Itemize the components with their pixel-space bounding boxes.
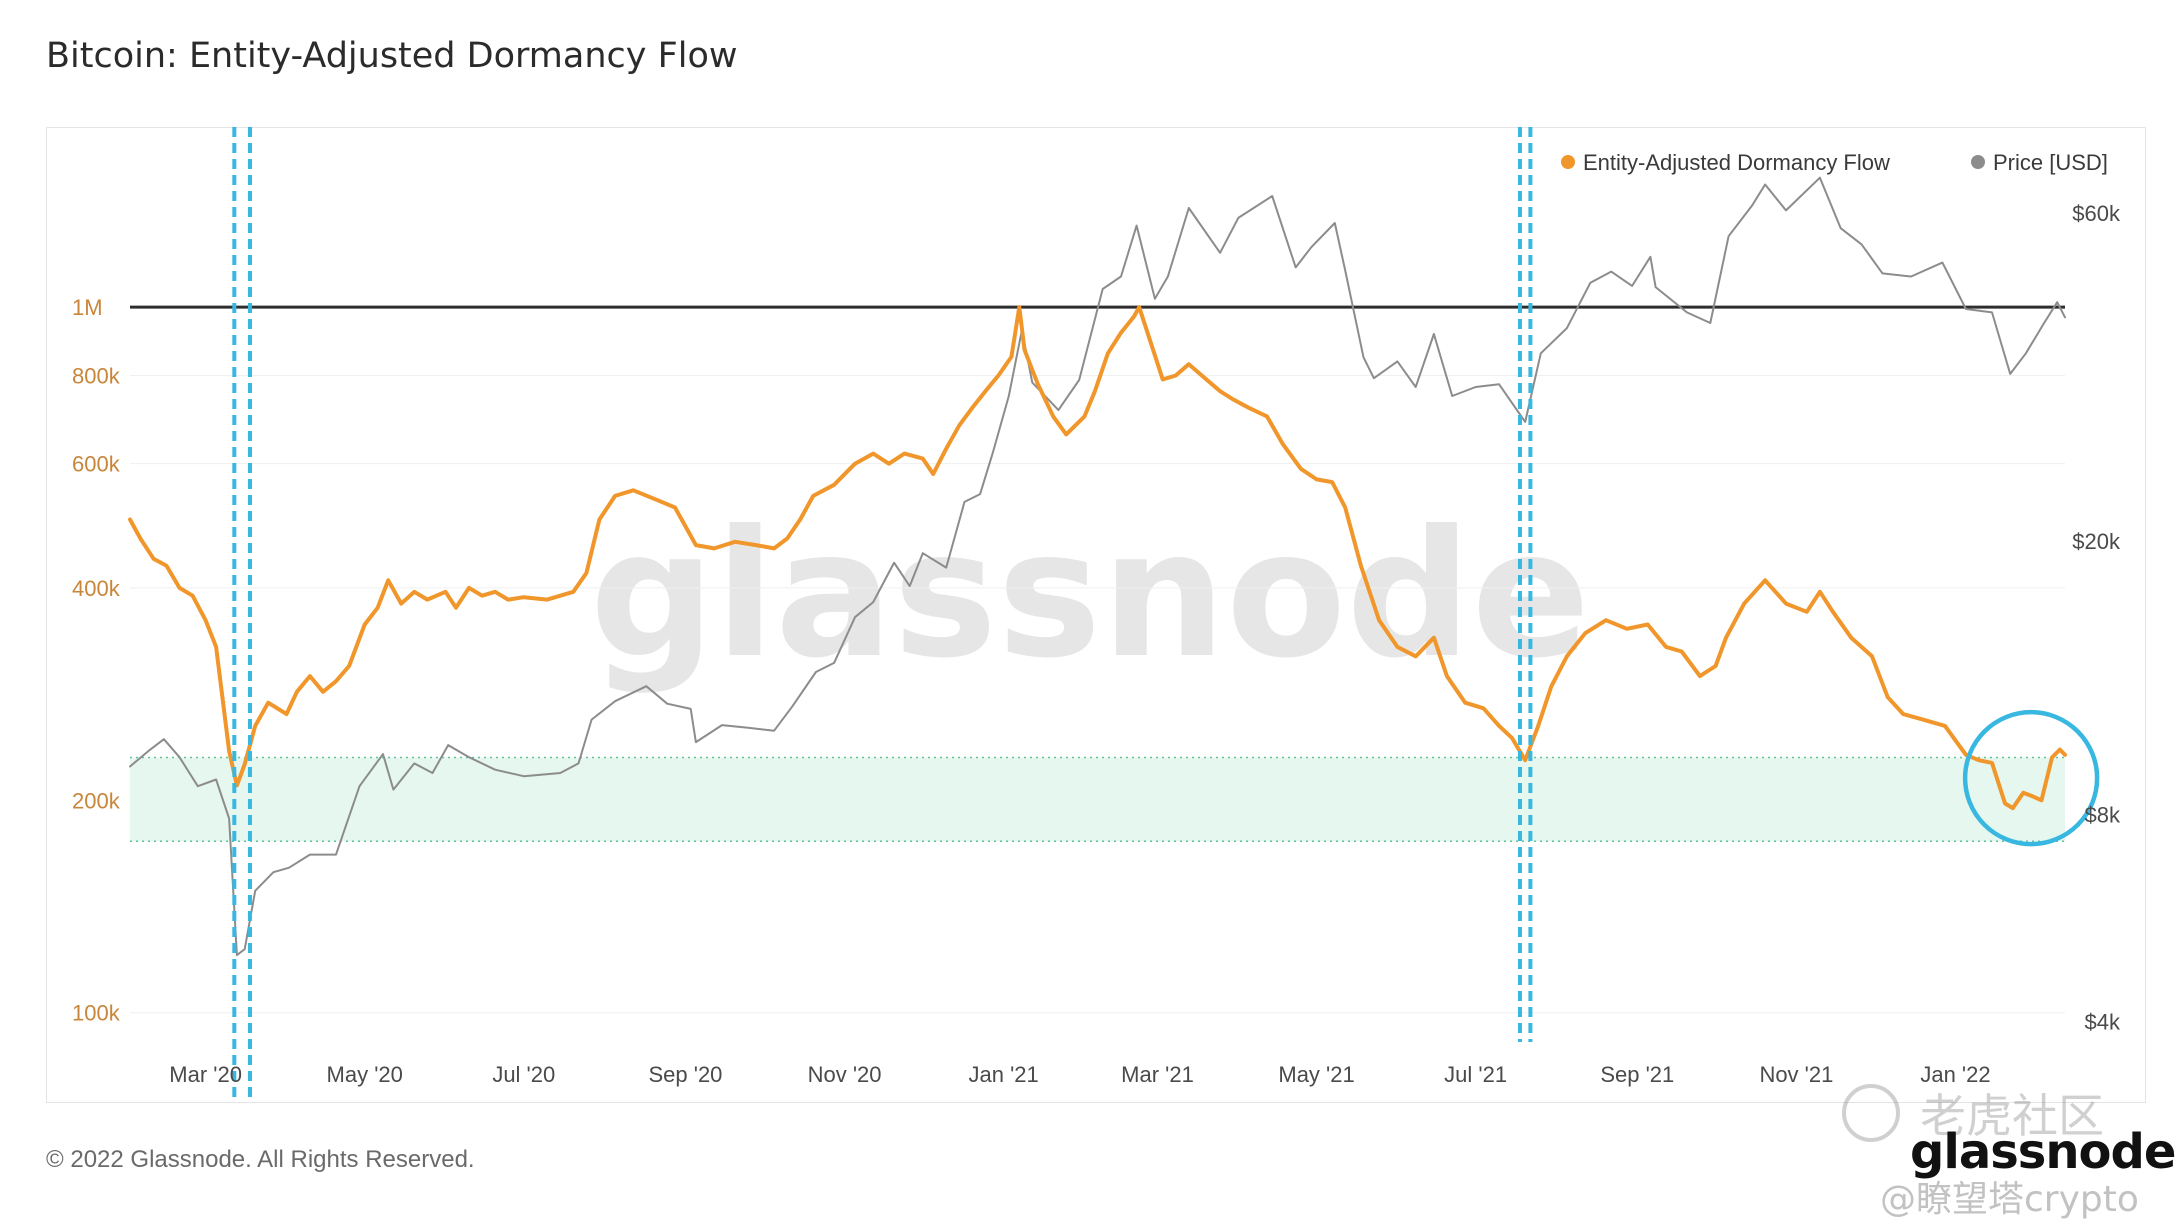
right-axis-tick-label: $4k [2085,1010,2121,1035]
legend-dot [1971,155,1985,169]
highlight-circle [1962,709,2100,847]
price-series [129,176,2066,957]
legend: Entity-Adjusted Dormancy Flow Price [USD] [1561,150,2108,175]
left-axis-tick-label: 1M [72,295,103,320]
x-axis-tick-label: Nov '20 [808,1062,882,1087]
x-axis-tick-label: Jan '22 [1920,1062,1990,1087]
left-axis-tick-label: 800k [72,363,121,388]
x-axis: Mar '20 May '20 Jul '20 Sep '20 Nov '20 Jan '… [169,1062,1990,1087]
chart-title: Bitcoin: Entity-Adjusted Dormancy Flow [46,36,738,76]
right-axis-tick-label: $8k [2085,803,2121,828]
legend-dot [1561,155,1575,169]
left-axis-tick-label: 400k [72,576,121,601]
left-axis: 100k 200k 400k 600k 800k 1M [72,295,121,1026]
highlight-markers [232,127,2100,1103]
shaded-band [130,756,2065,842]
chart-watermark: glassnode [590,494,1590,697]
legend-entry-label: Entity-Adjusted Dormancy Flow [1583,150,1890,175]
x-axis-tick-label: Jul '21 [1444,1062,1507,1087]
x-axis-tick-label: Sep '20 [648,1062,722,1087]
left-axis-tick-label: 100k [72,1001,121,1026]
x-axis-tick-label: May '20 [327,1062,403,1087]
author-handle-watermark: @瞭望塔crypto [1880,1179,2139,1220]
copyright-text: © 2022 Glassnode. All Rights Reserved. [46,1146,475,1173]
price-line [129,176,2066,957]
x-axis-tick-label: Mar '20 [169,1062,242,1087]
x-axis-tick-label: Nov '21 [1759,1062,1833,1087]
left-axis-tick-label: 200k [72,788,121,813]
x-axis-tick-label: Jul '20 [492,1062,555,1087]
community-watermark: 老虎社区 [1920,1089,2104,1143]
left-axis-tick-label: 600k [72,452,121,477]
chart-frame [46,127,2146,1103]
dormancy-series [128,305,2067,811]
x-axis-tick-label: Sep '21 [1600,1062,1674,1087]
x-axis-tick-label: Jan '21 [968,1062,1038,1087]
shaded-band-fill [130,757,2065,842]
glassnode-logo: glassnode [1910,1124,2176,1180]
right-axis-tick-label: $20k [2072,529,2121,554]
x-axis-tick-label: Mar '21 [1121,1062,1194,1087]
legend-entry-label: Price [USD] [1993,150,2108,175]
x-axis-tick-label: May '21 [1278,1062,1354,1087]
dormancy-flow-line [128,305,2067,811]
right-axis-tick-label: $60k [2072,201,2121,226]
right-axis: $4k $8k $20k $60k [2072,201,2121,1035]
tiger-community-icon [1842,1084,1900,1142]
